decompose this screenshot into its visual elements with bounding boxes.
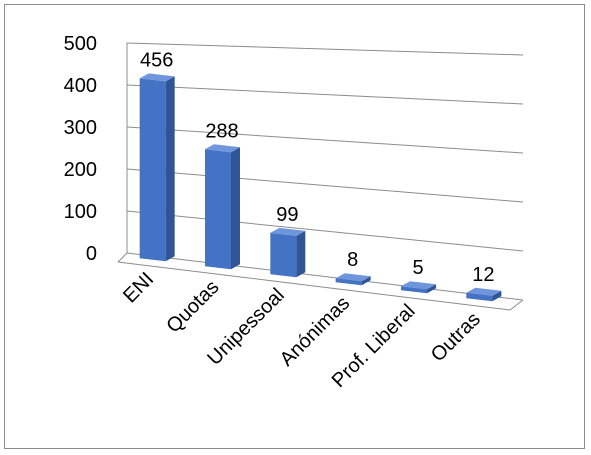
floor-right-edge (509, 299, 524, 311)
gridline (126, 252, 524, 301)
bar-side (427, 284, 436, 294)
data-label: 8 (347, 249, 358, 271)
x-tick-label: Outras (427, 308, 485, 366)
bar-front (401, 286, 427, 294)
bar-side (231, 147, 240, 270)
bar-4 (401, 281, 436, 294)
x-tick-label: Quotas (162, 276, 223, 337)
bar-0 (139, 73, 175, 262)
y-tick-label: 200 (64, 159, 97, 181)
bar-side (296, 230, 306, 278)
bar-front (139, 78, 166, 262)
bar-front (270, 232, 297, 278)
x-tick-label: ENI (119, 268, 158, 307)
bar-front (335, 278, 362, 286)
gridline (126, 126, 524, 154)
data-label: 288 (205, 120, 238, 142)
bar-3 (335, 273, 371, 286)
bar-top (401, 281, 436, 290)
data-label: 99 (276, 204, 298, 226)
bar-side (492, 290, 502, 302)
bar-front (466, 292, 493, 302)
bar-top (466, 287, 502, 296)
data-labels: 456 288 99 8 5 12 (140, 49, 494, 285)
gridline (126, 42, 524, 56)
bar-side (165, 76, 175, 262)
data-label: 5 (412, 257, 423, 279)
bar-front (205, 149, 231, 270)
data-label: 12 (472, 264, 494, 286)
bar-5 (466, 287, 502, 302)
gridlines (126, 42, 524, 301)
data-label: 456 (140, 49, 173, 71)
gridline (126, 210, 524, 252)
y-tick-label: 0 (86, 243, 97, 265)
y-tick-label: 400 (64, 75, 97, 97)
y-tick-labels: 0 100 200 300 400 500 (64, 33, 97, 265)
bar-2 (270, 227, 306, 278)
bar-1 (205, 144, 240, 270)
x-axis-line (117, 261, 511, 311)
gridline (126, 168, 524, 203)
gridline (126, 84, 524, 105)
bar-top (139, 73, 175, 82)
bar-top (205, 144, 240, 153)
chart-frame (4, 4, 585, 449)
y-tick-label: 500 (64, 33, 97, 55)
bar-top (270, 227, 306, 236)
y-tick-label: 300 (64, 117, 97, 139)
bar-side (361, 276, 371, 286)
floor-left-edge (117, 252, 128, 263)
y-tick-label: 100 (64, 201, 97, 223)
bar-top (335, 273, 371, 282)
bars (139, 73, 502, 302)
x-tick-label: Anónimas (276, 292, 354, 370)
